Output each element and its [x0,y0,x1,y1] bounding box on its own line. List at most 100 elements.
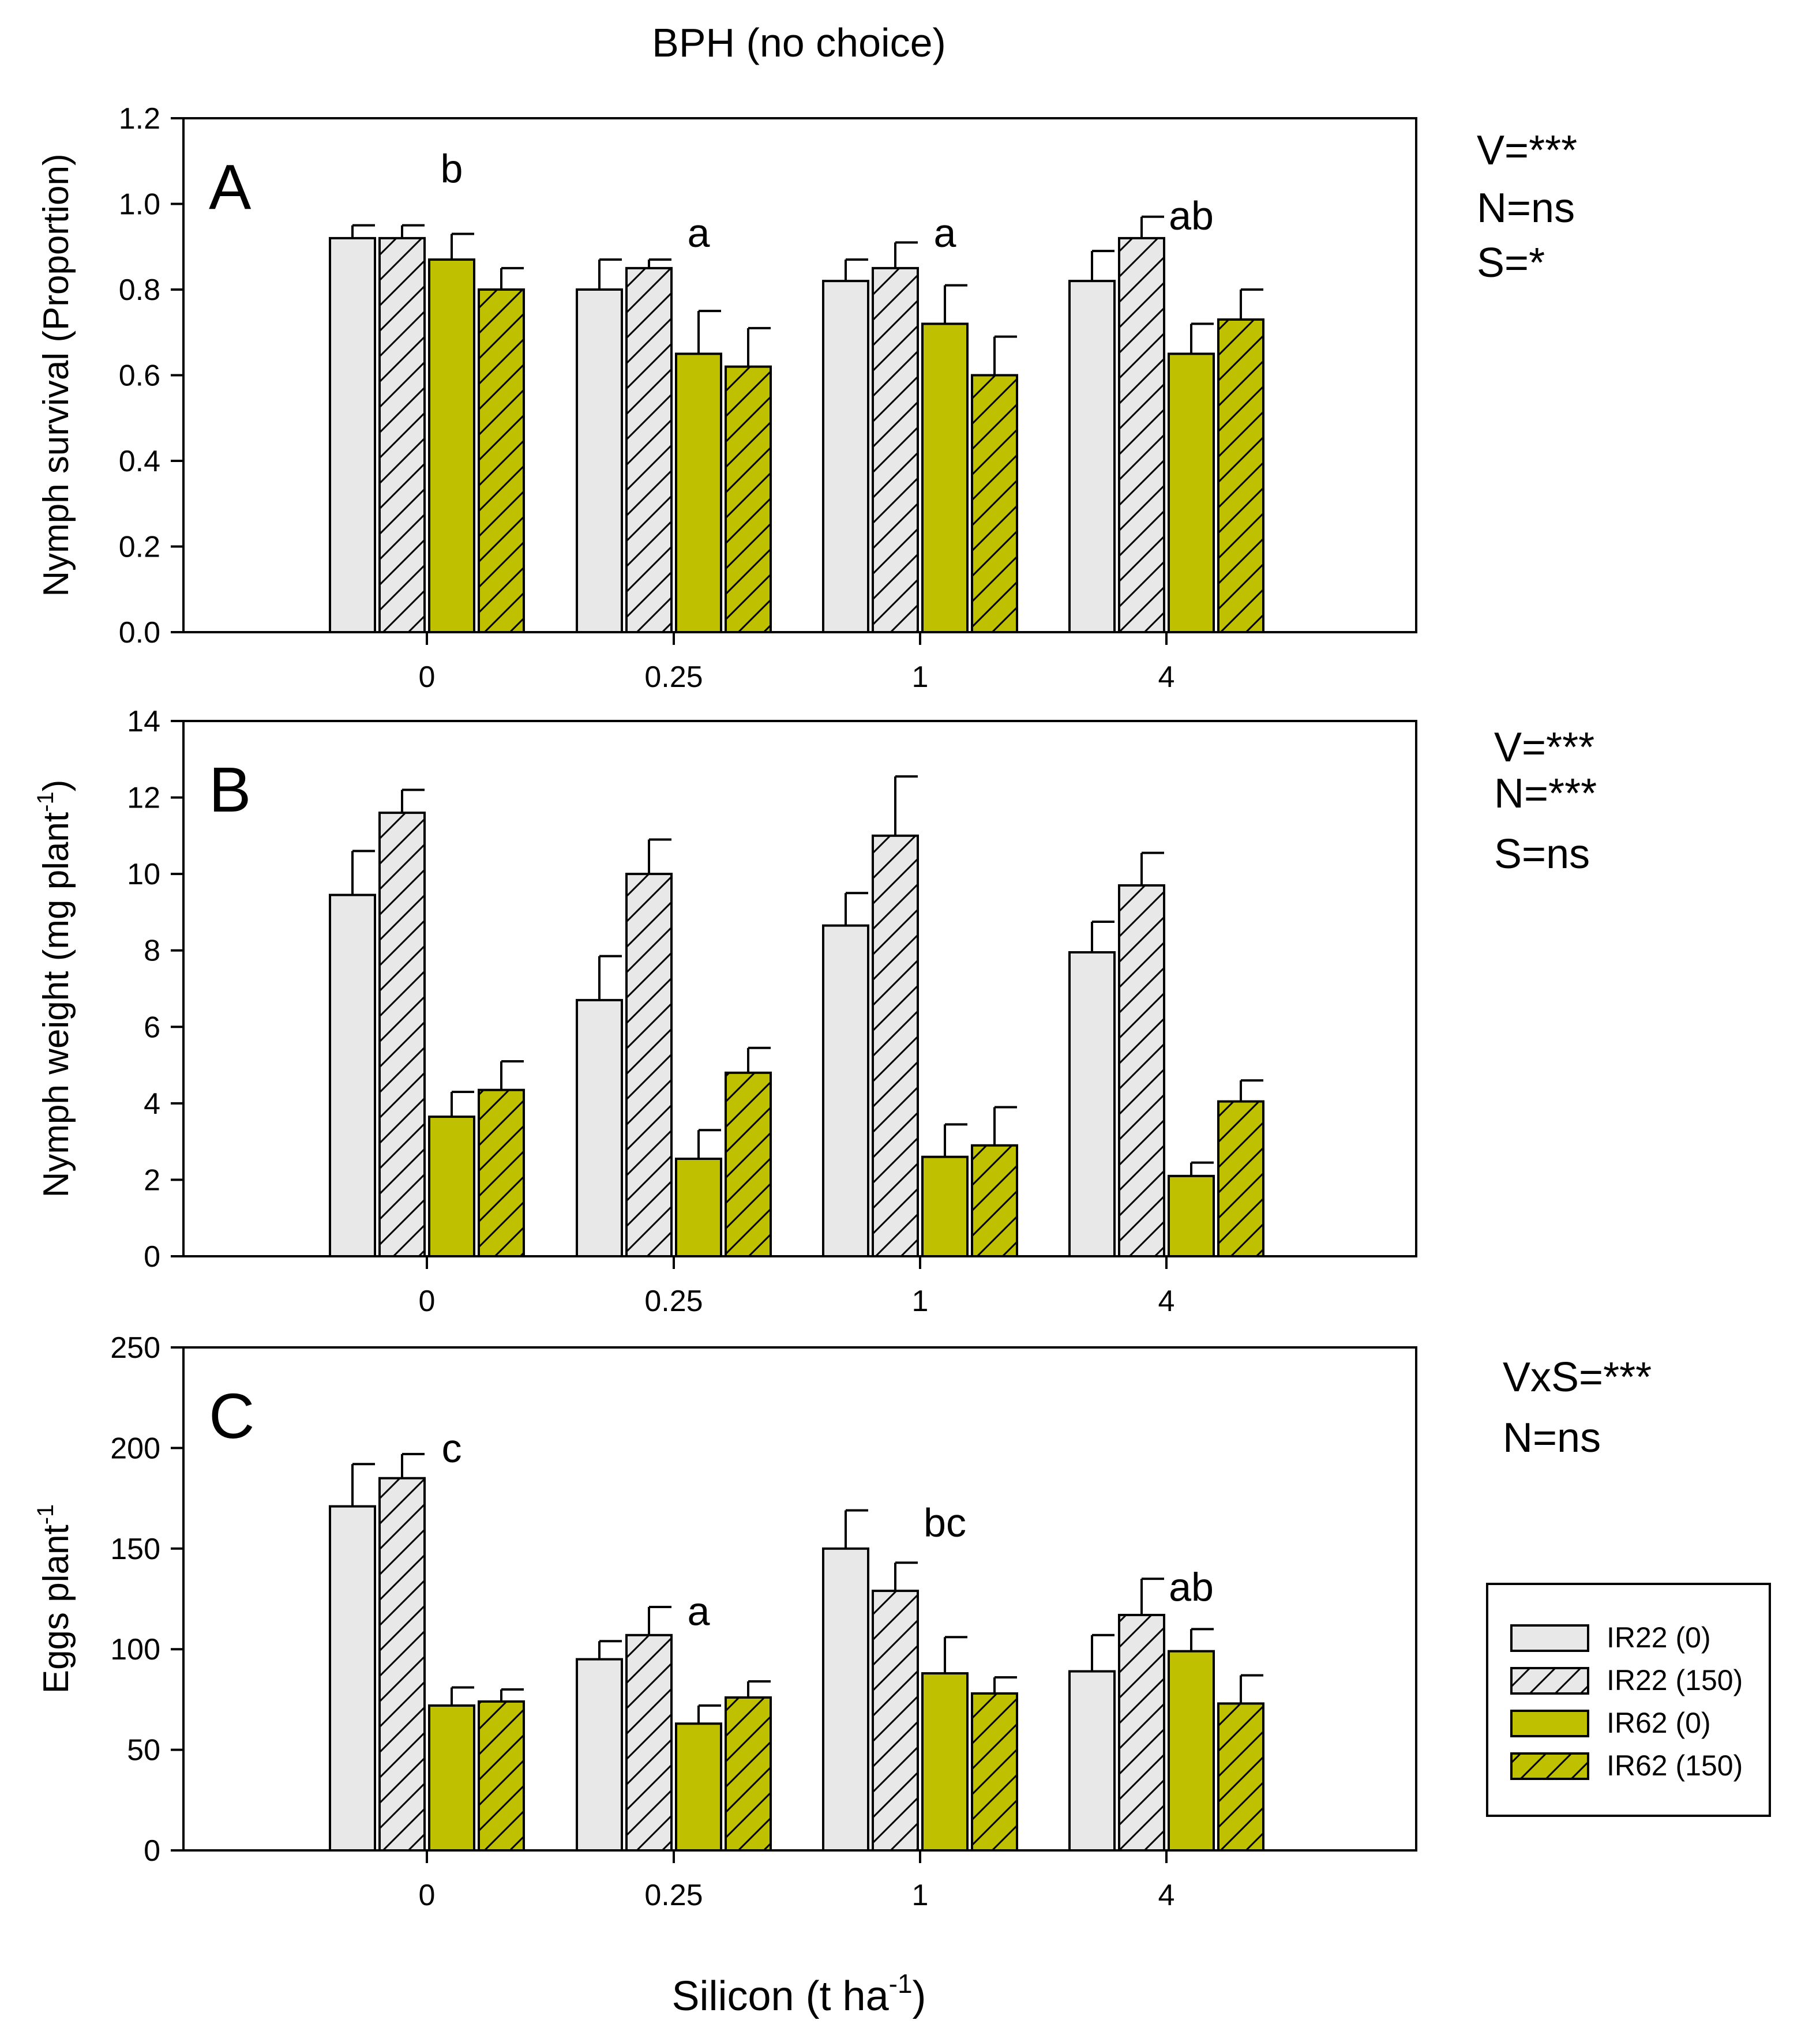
stats-annotation: V=*** [1494,724,1594,771]
legend-label: IR62 (0) [1607,1707,1711,1739]
plot-frame [182,720,1417,1257]
bar [1068,951,1116,1257]
bar [675,1157,722,1257]
x-tick-label: 4 [1158,1285,1175,1318]
y-tick-label: 4 [144,1087,160,1121]
chart-panels: 0.0 0.2 0.4 0.6 0.8 1.0 1.2 Nymph survival (Pro… [33,102,1652,1912]
legend-swatch [1510,1624,1589,1652]
legend-label: IR62 (150) [1607,1749,1743,1782]
y-tick-label: 0.2 [119,531,160,564]
bar [478,1700,525,1852]
bar [1217,1100,1264,1257]
y-tick-label: 250 [110,1331,160,1365]
y-axis-label-text: Eggs plant [36,1524,76,1693]
bar [378,236,426,633]
y-tick-label: 10 [127,858,160,891]
significance-letter: c [442,1426,462,1471]
shared-x-axis-label-text: Silicon (t ha [671,1973,889,2019]
bar [822,1547,869,1852]
bar [822,924,869,1257]
x-tick-label: 0.25 [644,660,703,694]
bar [1118,1613,1165,1852]
y-tick-label: 0.0 [119,616,160,649]
x-tick-label: 1 [912,1285,929,1318]
bar [725,1696,772,1852]
y-tick-label: 14 [127,705,160,738]
y-axis-label-end: ) [36,780,76,792]
legend-label: IR22 (0) [1607,1621,1711,1654]
y-tick-label: 6 [144,1011,160,1044]
bar [921,1672,969,1852]
shared-x-axis-label: Silicon (t ha-1) [671,1969,926,2019]
bar [971,374,1018,633]
bar [329,893,376,1257]
bar [1168,352,1215,633]
x-tick-label: 1 [912,660,929,694]
bar [675,352,722,633]
bar [675,1722,722,1852]
bar [872,1590,919,1852]
bar [625,266,673,633]
y-axis-label: Nymph weight (mg plant-1) [33,780,76,1198]
bar [822,280,869,633]
bar [625,873,673,1257]
x-tick-label: 4 [1158,660,1175,694]
bar [971,1144,1018,1258]
significance-letter: ab [1169,1564,1214,1609]
y-tick-label: 150 [110,1533,160,1566]
stats-annotation: S=ns [1494,831,1590,877]
bar [1168,1174,1215,1258]
figure-title: BPH (no choice) [652,20,946,65]
bar [1118,236,1165,633]
y-axis-label: Nymph survival (Proportion) [36,153,76,596]
significance-letter: a [688,211,710,256]
bar [971,1692,1018,1852]
bar [625,1634,673,1852]
x-tick-label: 1 [912,1879,929,1912]
y-tick-label: 200 [110,1432,160,1465]
legend-label: IR22 (150) [1607,1664,1743,1696]
x-tick-label: 0 [419,660,436,694]
y-axis-label-sup: -1 [33,1504,58,1525]
bar [576,998,623,1258]
x-tick-label: 0 [419,1285,436,1318]
y-tick-label: 0 [144,1240,160,1274]
stats-annotation: N=*** [1494,771,1597,817]
bar [872,266,919,633]
legend-swatch [1510,1710,1589,1737]
significance-letter: b [441,146,463,191]
legend-swatch [1510,1752,1589,1780]
bar [378,812,426,1257]
y-tick-label: 2 [144,1163,160,1197]
panel-label: A [209,152,252,223]
bar [329,236,376,633]
bar [1068,280,1116,633]
y-tick-label: 0.8 [119,273,160,307]
panel-c: 0 50 100 150 200 250 Eggs plant-1 0 0.25 1 4 c a bc ab… [33,1331,1652,1912]
x-tick-label: 0 [419,1879,436,1912]
bar [428,1704,475,1852]
x-tick-label: 0.25 [644,1285,703,1318]
legend-swatch [1510,1667,1589,1695]
bar [576,1658,623,1852]
y-axis-label: Eggs plant-1 [33,1504,76,1694]
bar [872,834,919,1258]
stats-annotation: VxS=*** [1503,1354,1652,1400]
significance-letter: ab [1169,193,1214,238]
significance-letter: a [934,211,956,256]
y-tick-label: 50 [127,1734,160,1767]
x-tick-label: 4 [1158,1879,1175,1912]
x-tick-label: 0.25 [644,1879,703,1912]
panel-a: 0.0 0.2 0.4 0.6 0.8 1.0 1.2 Nymph survival (Pro… [36,102,1577,694]
significance-letter: a [688,1589,710,1634]
panel-label: B [209,754,251,825]
stats-annotation: S=* [1477,240,1545,286]
y-tick-label: 8 [144,934,160,968]
y-tick-label: 0.6 [119,359,160,393]
y-axis-label-text: Nymph survival (Proportion) [36,153,76,596]
bar [1118,884,1165,1257]
bar [428,1116,475,1257]
significance-letter: bc [924,1500,966,1545]
